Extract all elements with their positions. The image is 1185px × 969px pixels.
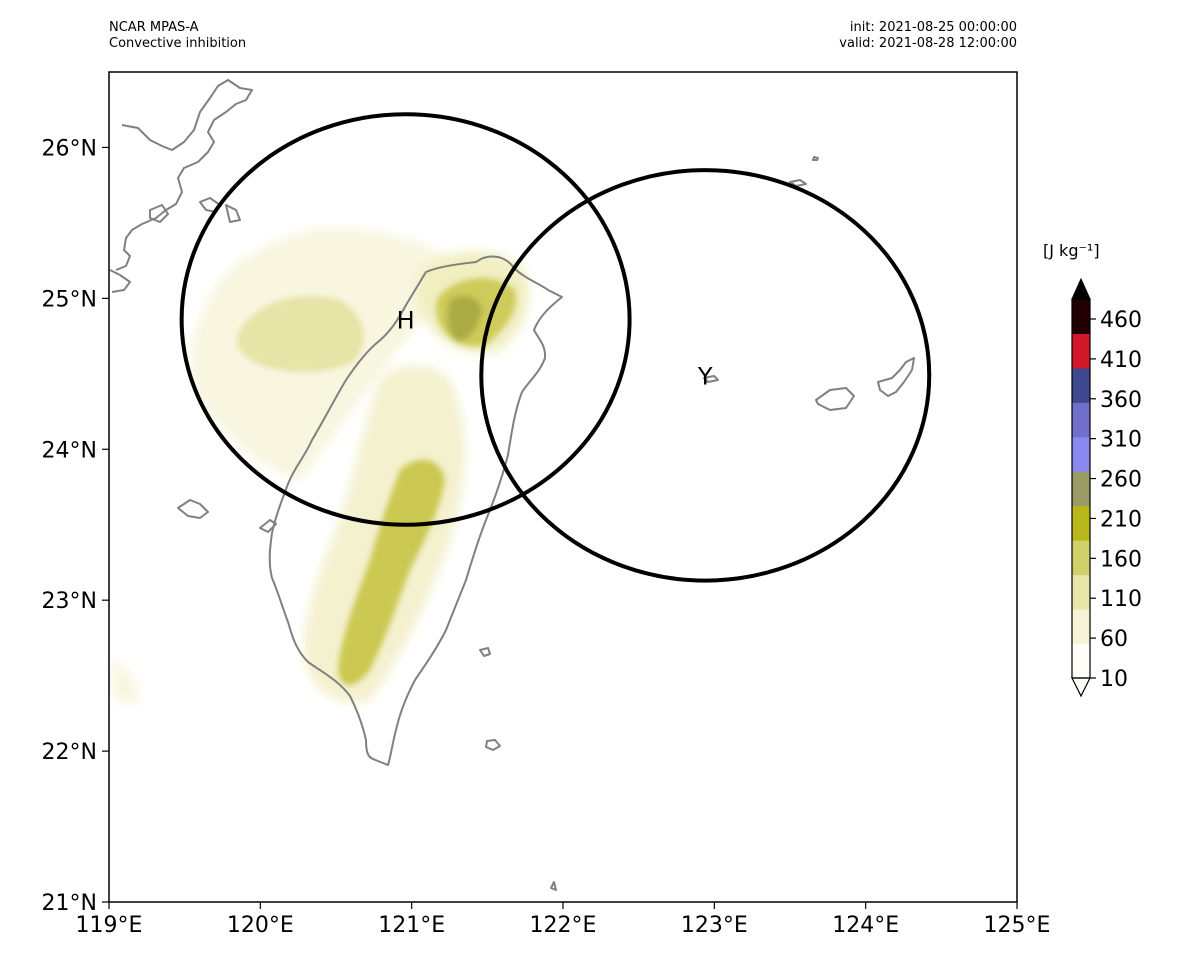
colorbar-segment	[1072, 643, 1090, 679]
cin-core-west	[236, 296, 364, 372]
lon-tick-label: 124°E	[832, 913, 899, 938]
colorbar-segment	[1072, 367, 1090, 403]
colorbar-segment	[1072, 540, 1090, 576]
colorbar-tick-label: 360	[1100, 388, 1142, 413]
lat-tick-label: 21°N	[42, 891, 97, 916]
lat-tick-label: 22°N	[42, 740, 97, 765]
station-markers: HY	[179, 112, 932, 583]
colorbar-segment	[1072, 436, 1090, 472]
colorbar-tick-label: 210	[1100, 507, 1142, 532]
latitude-axis: 21°N 22°N 23°N 24°N 25°N 26°N	[42, 136, 109, 916]
colorbar-segment	[1072, 609, 1090, 645]
colorbar-segment	[1072, 471, 1090, 507]
coastline-small-island-1	[259, 519, 277, 533]
range-ring-y	[479, 168, 932, 583]
coastline-islet-1	[789, 179, 807, 187]
coastline-orchid-island	[485, 739, 501, 751]
colorbar-ticks: 10 60 110 160 210 260 310 360 410 460	[1090, 308, 1142, 692]
colorbar-tick-label: 460	[1100, 308, 1142, 333]
lat-tick-label: 24°N	[42, 438, 97, 463]
longitude-axis: 119°E 120°E 121°E 122°E 123°E 124°E 125°E	[76, 902, 1051, 938]
cin-area-south	[110, 660, 140, 706]
lon-tick-label: 120°E	[227, 913, 294, 938]
header-right: init: 2021-08-25 00:00:00 valid: 2021-08…	[839, 20, 1017, 52]
colorbar-segment	[1072, 333, 1090, 369]
coastline-islet-2	[812, 156, 819, 161]
coastline-green-island	[479, 647, 491, 657]
lat-tick-label: 23°N	[42, 589, 97, 614]
lon-tick-label: 125°E	[984, 913, 1051, 938]
colorbar-unit: [J kg⁻¹]	[1043, 241, 1100, 260]
colorbar-tick-label: 410	[1100, 348, 1142, 373]
colorbar: [J kg⁻¹] 10 60 110 160 210 260 310 360 410 460	[1043, 241, 1142, 698]
colorbar-segment	[1072, 505, 1090, 541]
colorbar-outline	[1071, 298, 1091, 679]
colorbar-tick-label: 60	[1100, 627, 1128, 652]
lon-tick-label: 123°E	[681, 913, 748, 938]
lon-tick-label: 121°E	[378, 913, 445, 938]
station-label-h: H	[397, 306, 415, 334]
range-ring-h	[179, 112, 632, 527]
coastlines	[109, 79, 915, 891]
coastline-islet-3	[550, 881, 557, 891]
colorbar-extend-bottom	[1071, 677, 1091, 698]
colorbar-segments	[1072, 299, 1090, 679]
coastline-taiwan	[268, 255, 563, 766]
init-time: init: 2021-08-25 00:00:00	[849, 20, 1017, 35]
colorbar-tick-label: 310	[1100, 428, 1142, 453]
lat-tick-label: 26°N	[42, 136, 97, 161]
valid-time: valid: 2021-08-28 12:00:00	[839, 36, 1017, 51]
header-left: NCAR MPAS-A Convective inhibition	[109, 20, 246, 52]
colorbar-segment	[1072, 402, 1090, 438]
lon-tick-label: 119°E	[76, 913, 143, 938]
coastline-china-north	[115, 79, 253, 271]
coastline-yonaguni	[703, 375, 719, 383]
colorbar-tick-label: 260	[1100, 468, 1142, 493]
colorbar-tick-label: 110	[1100, 587, 1142, 612]
colorbar-extend-top	[1071, 277, 1091, 300]
map-area[interactable]: HY	[109, 72, 1017, 902]
model-name: NCAR MPAS-A	[109, 20, 199, 35]
coastline-penghu	[177, 499, 209, 519]
colorbar-segment	[1072, 299, 1090, 334]
colorbar-tick-label: 10	[1100, 667, 1128, 692]
cin-core-dark	[447, 295, 482, 342]
lat-tick-label: 25°N	[42, 287, 97, 312]
cin-shading	[110, 227, 529, 706]
lon-tick-label: 122°E	[530, 913, 597, 938]
colorbar-segment	[1072, 574, 1090, 610]
coastline-iriomote	[815, 387, 855, 411]
station-label-y: Y	[697, 362, 713, 390]
field-name: Convective inhibition	[109, 36, 247, 51]
coastline-china-south	[109, 269, 131, 293]
coastline-ishigaki	[877, 357, 915, 397]
colorbar-tick-label: 160	[1100, 547, 1142, 572]
cin-core-central	[338, 459, 445, 685]
